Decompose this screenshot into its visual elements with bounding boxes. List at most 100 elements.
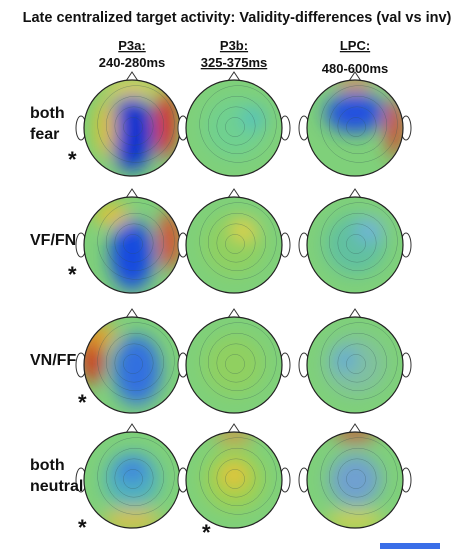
colorbar-fragment	[380, 543, 440, 549]
contour	[225, 354, 245, 374]
contour	[123, 117, 143, 137]
blob	[160, 210, 180, 270]
contour	[346, 117, 366, 137]
row-label: both	[30, 105, 65, 122]
blob	[102, 510, 162, 528]
topomaps	[75, 71, 412, 529]
scalp-map	[186, 197, 282, 293]
significance-asterisk: *	[68, 147, 77, 172]
contour	[123, 234, 143, 254]
contour	[105, 95, 164, 154]
contour	[207, 333, 266, 392]
figure-title: Late centralized target activity: Validi…	[23, 10, 452, 26]
column-name: LPC:	[340, 38, 370, 53]
contour	[216, 458, 256, 498]
blob	[116, 458, 148, 482]
nose	[348, 308, 362, 319]
blob	[222, 463, 246, 487]
head-outline	[185, 316, 283, 414]
contour	[225, 469, 245, 489]
blob	[110, 220, 154, 290]
significance-asterisk: *	[78, 515, 87, 540]
contour	[320, 322, 398, 400]
contour	[329, 448, 388, 507]
labels: P3a: 240-280ms P3b: 325-375ms LPC: 480-600ms b…	[30, 38, 388, 545]
blob	[356, 218, 384, 242]
scalp-blobs	[325, 335, 385, 395]
contour	[216, 223, 256, 263]
contour	[337, 223, 377, 263]
head-outline	[306, 79, 404, 177]
contour	[199, 437, 277, 515]
column-window: 325-375ms	[201, 55, 268, 70]
contour	[114, 106, 154, 146]
blob	[325, 512, 385, 528]
contour	[337, 343, 377, 383]
row-label: neutral	[30, 478, 83, 495]
scalp-blobs	[204, 432, 264, 510]
contour	[225, 234, 245, 254]
column-name: P3b:	[220, 38, 248, 53]
nose	[125, 188, 139, 199]
topomap	[298, 71, 412, 177]
contour	[216, 106, 256, 146]
contour	[329, 333, 388, 392]
scalp-blobs	[96, 80, 176, 171]
scalp-map	[84, 80, 180, 176]
contour	[199, 85, 277, 163]
row-label: fear	[30, 126, 59, 143]
scalp-map	[84, 197, 180, 293]
contour	[105, 212, 164, 271]
nose	[125, 423, 139, 434]
contour	[337, 458, 377, 498]
scalp-map	[307, 80, 403, 176]
contour	[207, 448, 266, 507]
contour	[216, 343, 256, 383]
nose	[348, 423, 362, 434]
topomap	[177, 423, 291, 529]
contour	[320, 437, 398, 515]
scalp-map	[307, 197, 403, 293]
scalp-blobs	[325, 215, 385, 275]
scalp-blobs	[325, 432, 385, 528]
contour	[105, 448, 164, 507]
head-outline	[185, 196, 283, 294]
blob	[232, 220, 256, 240]
nose	[227, 71, 241, 82]
contour	[337, 106, 377, 146]
row-label: VN/FF	[30, 352, 76, 369]
contour	[320, 85, 398, 163]
blob	[325, 93, 385, 133]
contour	[329, 95, 388, 154]
contour	[329, 212, 388, 271]
scalp-map	[307, 432, 403, 528]
nose	[348, 188, 362, 199]
blob	[387, 98, 403, 158]
topomap	[298, 423, 412, 529]
significance-asterisk: *	[202, 520, 211, 545]
topomap	[177, 188, 291, 294]
blob	[329, 454, 381, 506]
nose	[227, 188, 241, 199]
scalp-blobs	[204, 335, 264, 395]
contour	[114, 458, 154, 498]
contour	[207, 95, 266, 154]
blob	[113, 335, 161, 405]
scalp-map	[307, 317, 403, 413]
contour	[97, 202, 175, 280]
scalp-blobs	[204, 98, 266, 158]
scalp-map	[186, 317, 282, 413]
contour	[123, 469, 143, 489]
contour	[105, 333, 164, 392]
scalp-blobs	[102, 452, 162, 528]
significance-asterisk: *	[78, 390, 87, 415]
blob	[110, 95, 154, 171]
nose	[227, 308, 241, 319]
topomap	[75, 71, 189, 177]
contour	[97, 437, 175, 515]
significance-asterisk: *	[68, 262, 77, 287]
nose	[125, 308, 139, 319]
topomap	[177, 71, 291, 177]
head-outline	[185, 79, 283, 177]
